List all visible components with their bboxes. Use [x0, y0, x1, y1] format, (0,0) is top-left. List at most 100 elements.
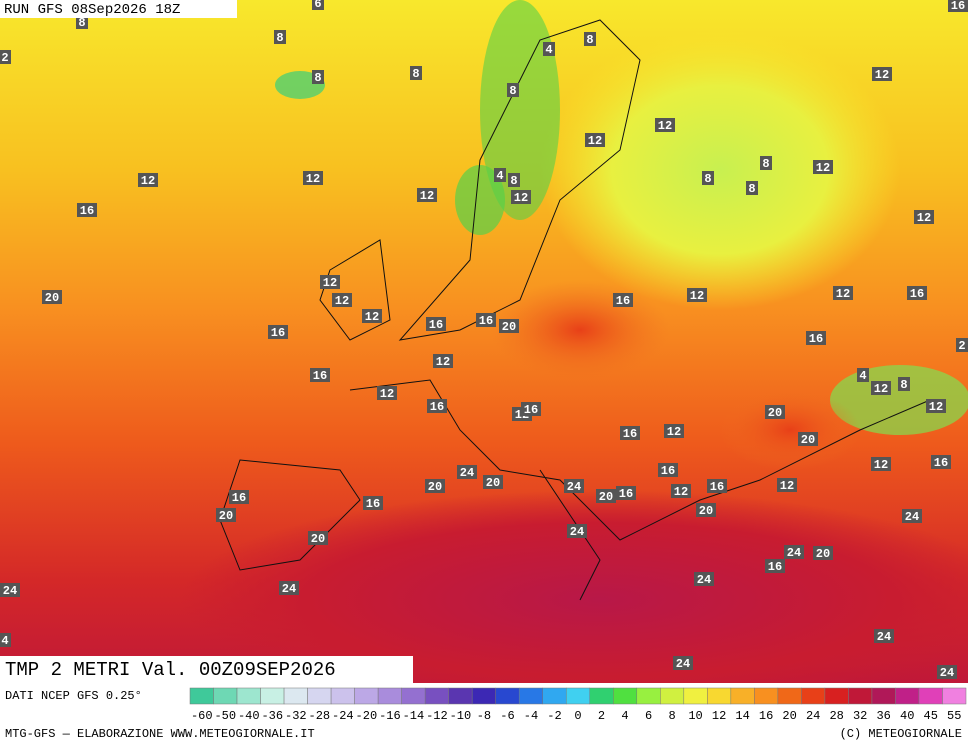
value-label: 12: [780, 479, 794, 493]
label-box: [76, 15, 88, 29]
label-box: [0, 633, 11, 647]
color-swatch: [824, 687, 849, 705]
colorbar-tick-label: 32: [853, 709, 867, 723]
label-box: [948, 0, 968, 12]
value-label: 16: [910, 287, 924, 301]
colorbar-tick-label: -24: [332, 709, 354, 723]
label-box: [508, 173, 520, 187]
label-box: [363, 496, 383, 510]
color-swatch: [330, 687, 355, 705]
value-label: 16: [661, 464, 675, 478]
value-label: 4: [496, 169, 503, 183]
value-label: 12: [514, 191, 528, 205]
label-box: [956, 338, 968, 352]
value-label: 20: [428, 480, 442, 494]
label-box: [760, 156, 772, 170]
label-box: [377, 386, 397, 400]
label-box: [77, 203, 97, 217]
source-label: DATI NCEP GFS 0.25°: [5, 689, 142, 703]
label-box: [813, 160, 833, 174]
label-box: [584, 32, 596, 46]
label-box: [613, 293, 633, 307]
label-box: [658, 463, 678, 477]
value-label: 12: [141, 174, 155, 188]
title-box: [0, 656, 413, 683]
label-box: [543, 42, 555, 56]
label-box: [655, 118, 675, 132]
color-swatch: [730, 687, 755, 705]
colorbar-tick-label: -2: [547, 709, 561, 723]
warm-area: [720, 390, 860, 470]
value-label: 16: [623, 427, 637, 441]
color-swatch: [565, 687, 591, 705]
colorbar-tick-label: 36: [876, 709, 890, 723]
color-swatch: [283, 687, 308, 705]
color-swatch: [589, 687, 614, 705]
label-box: [521, 402, 541, 416]
value-label: 20: [486, 476, 500, 490]
label-box: [777, 478, 797, 492]
credit-left: MTG-GFS — ELABORAZIONE WWW.METEOGIORNALE…: [5, 727, 315, 741]
color-swatch: [495, 687, 520, 705]
colorbar-tick-label: -32: [285, 709, 307, 723]
label-box: [784, 545, 804, 559]
label-box: [871, 457, 891, 471]
color-swatch: [613, 687, 638, 705]
value-label: 24: [460, 466, 474, 480]
colorbar-tick-label: 24: [806, 709, 820, 723]
label-box: [433, 354, 453, 368]
color-swatch: [424, 687, 449, 705]
color-swatch: [307, 687, 332, 705]
value-label: 8: [509, 84, 516, 98]
label-box: [907, 286, 927, 300]
value-label: 20: [768, 406, 782, 420]
map-area: [0, 0, 968, 710]
value-label: 12: [917, 211, 931, 225]
value-label: 20: [599, 490, 613, 504]
color-swatch: [518, 687, 543, 705]
label-box: [499, 319, 519, 333]
color-swatch: [636, 687, 661, 705]
color-swatch: [401, 687, 426, 705]
colorbar-tick-label: 20: [782, 709, 796, 723]
value-label: 12: [929, 400, 943, 414]
color-swatch: [213, 687, 238, 705]
label-box: [303, 171, 323, 185]
value-label: 24: [567, 480, 581, 494]
value-label: 12: [690, 289, 704, 303]
color-swatch: [377, 687, 402, 705]
value-label: 12: [436, 355, 450, 369]
label-box: [362, 309, 382, 323]
run-label: RUN GFS 08Sep2026 18Z: [4, 2, 180, 18]
label-box: [483, 475, 503, 489]
value-label: 4: [859, 369, 866, 383]
label-box: [585, 133, 605, 147]
value-label: 4: [545, 43, 552, 57]
value-label: 4: [1, 634, 8, 648]
label-box: [564, 479, 584, 493]
value-label: 20: [219, 509, 233, 523]
colorbar-tick-label: -36: [261, 709, 283, 723]
colorbar-tick-label: 10: [688, 709, 702, 723]
label-box: [229, 490, 249, 504]
value-label: 16: [430, 400, 444, 414]
color-swatch: [683, 687, 708, 705]
value-label: 12: [588, 134, 602, 148]
color-swatch: [777, 687, 802, 705]
value-label: 24: [3, 584, 17, 598]
value-label: 8: [748, 182, 755, 196]
label-box: [694, 572, 714, 586]
value-label: 8: [900, 378, 907, 392]
color-swatch: [448, 687, 473, 705]
label-box: [312, 70, 324, 84]
value-label: 8: [704, 172, 711, 186]
colorbar-tick-label: 14: [735, 709, 749, 723]
color-swatch: [354, 687, 379, 705]
value-label: 20: [502, 320, 516, 334]
colorbar-tick-label: -20: [356, 709, 378, 723]
cool-area: [830, 365, 968, 435]
value-label: 20: [816, 547, 830, 561]
colorbar-tick-label: -28: [309, 709, 331, 723]
value-label: 16: [271, 326, 285, 340]
label-box: [138, 173, 158, 187]
